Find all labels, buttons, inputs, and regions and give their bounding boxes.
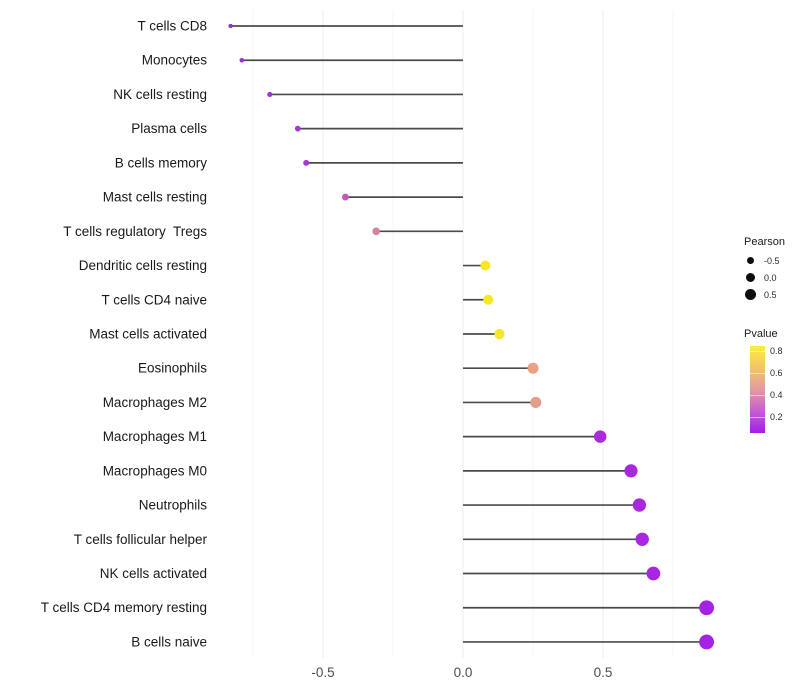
pearson-legend-label: -0.5 <box>764 255 780 266</box>
lollipop-dot <box>646 566 661 581</box>
lollipop-dot <box>480 260 491 271</box>
x-tick-label: 0.5 <box>594 665 613 680</box>
category-label: Plasma cells <box>131 121 207 136</box>
pvalue-tick-mark <box>750 395 765 396</box>
category-label: Dendritic cells resting <box>79 258 207 273</box>
pvalue-gradient-wrap: 0.8 0.6 0.4 0.2 <box>750 346 800 433</box>
pvalue-tick-label: 0.4 <box>770 390 783 400</box>
pvalue-tick-mark <box>750 373 765 374</box>
pearson-legend-dot-cell <box>736 257 764 264</box>
pvalue-legend-title: Pvalue <box>744 328 778 340</box>
x-tick-label: -0.5 <box>311 665 334 680</box>
pearson-legend-dot-cell <box>736 289 764 300</box>
category-label: Macrophages M1 <box>103 429 207 444</box>
pvalue-gradient-bar <box>750 346 765 433</box>
pvalue-color-legend: Pvalue 0.8 0.6 0.4 0.2 <box>736 328 800 433</box>
pearson-legend-title: Pearson <box>744 236 785 248</box>
lollipop-dot <box>699 600 715 616</box>
lollipop-dot <box>483 294 494 305</box>
category-label: T cells CD4 naive <box>101 292 207 307</box>
lollipop-dot <box>624 464 638 478</box>
lollipop-dot <box>632 498 647 512</box>
category-label: Eosinophils <box>138 361 207 376</box>
lollipop-dot <box>294 125 301 132</box>
pearson-legend-dot-cell <box>736 273 764 282</box>
pearson-legend-entries: -0.5 0.0 0.5 <box>736 252 800 303</box>
lollipop-dot <box>635 532 649 547</box>
lollipop-dot <box>341 193 349 201</box>
lollipop-dot <box>530 396 542 408</box>
lollipop-dot <box>267 91 273 98</box>
category-label: B cells naive <box>131 634 207 649</box>
category-label: T cells CD4 memory resting <box>41 600 207 615</box>
pearson-legend-dot <box>744 289 756 300</box>
pearson-legend-label: 0.0 <box>764 272 777 283</box>
category-label: T cells CD8 <box>137 19 207 34</box>
pvalue-tick-label: 0.6 <box>770 368 783 378</box>
pearson-legend-dot <box>745 273 755 282</box>
pvalue-tick-label: 0.8 <box>770 346 783 356</box>
pearson-legend-entry: -0.5 <box>736 252 800 269</box>
legend: Pearson -0.5 0.0 0.5 Pvalue 0.8 0.6 0.4 0.2 <box>736 236 800 433</box>
pearson-legend-entry: 0.5 <box>736 286 800 303</box>
lollipop-dot <box>527 362 539 374</box>
pvalue-tick-mark <box>750 417 765 418</box>
category-label: Macrophages M0 <box>103 463 207 478</box>
lollipop-dot <box>593 430 607 443</box>
pearson-legend-label: 0.5 <box>764 289 777 300</box>
x-tick-label: 0.0 <box>454 665 473 680</box>
lollipop-dot <box>303 159 310 166</box>
pvalue-tick-label: 0.2 <box>770 412 783 422</box>
lollipop-dot <box>699 634 715 650</box>
category-label: Mast cells activated <box>89 326 207 341</box>
category-label: T cells follicular helper <box>74 532 208 547</box>
pearson-legend-entry: 0.0 <box>736 269 800 286</box>
category-label: NK cells activated <box>100 566 207 581</box>
pearson-size-legend: Pearson -0.5 0.0 0.5 <box>736 236 800 303</box>
category-label: Neutrophils <box>139 498 208 513</box>
pvalue-tick-mark <box>750 351 765 352</box>
lollipop-dot <box>494 328 505 340</box>
lollipop-dot <box>239 57 245 63</box>
category-label: NK cells resting <box>113 87 207 102</box>
category-label: T cells regulatory Tregs <box>63 224 207 239</box>
lollipop-dot <box>372 227 380 236</box>
category-label: B cells memory <box>115 155 208 170</box>
category-label: Mast cells resting <box>103 190 207 205</box>
pearson-legend-dot <box>746 257 754 264</box>
lollipop-dot <box>228 23 233 29</box>
category-label: Monocytes <box>142 53 208 68</box>
category-label: Macrophages M2 <box>103 395 207 410</box>
